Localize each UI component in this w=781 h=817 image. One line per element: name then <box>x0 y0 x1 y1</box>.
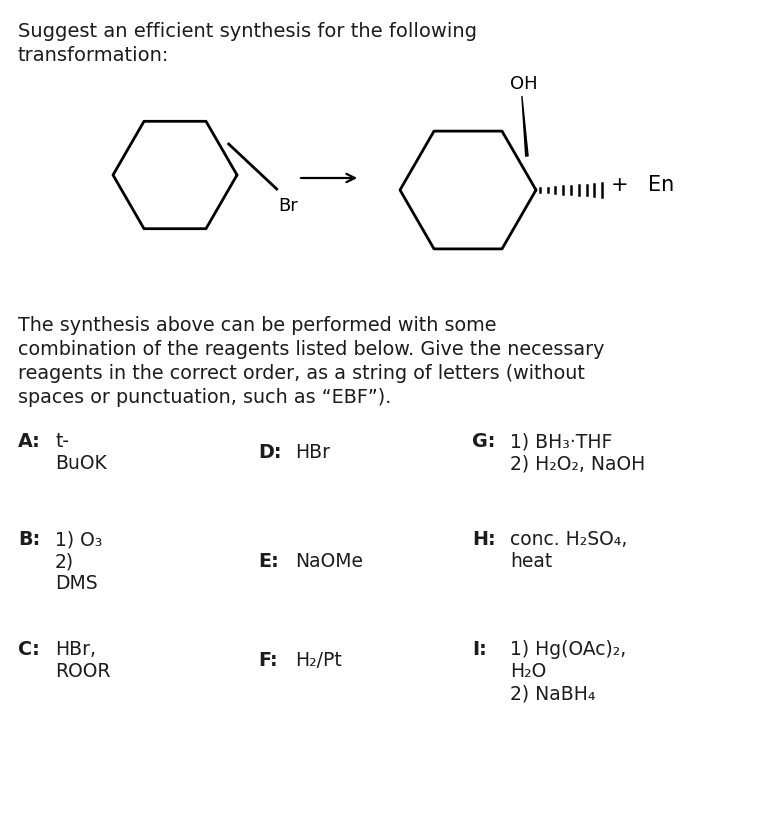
Text: heat: heat <box>510 552 552 571</box>
Text: t-: t- <box>55 432 69 451</box>
Text: 1) Hg(OAc)₂,: 1) Hg(OAc)₂, <box>510 640 626 659</box>
Text: Br: Br <box>279 197 298 215</box>
Text: BuOK: BuOK <box>55 454 107 473</box>
Text: H₂O: H₂O <box>510 662 546 681</box>
Text: F:: F: <box>258 651 277 670</box>
Text: En: En <box>648 175 674 195</box>
Text: 1) O₃: 1) O₃ <box>55 530 102 549</box>
Text: reagents in the correct order, as a string of letters (without: reagents in the correct order, as a stri… <box>18 364 585 383</box>
Text: 2) NaBH₄: 2) NaBH₄ <box>510 684 595 703</box>
Text: OH: OH <box>510 75 537 93</box>
Text: conc. H₂SO₄,: conc. H₂SO₄, <box>510 530 627 549</box>
Text: combination of the reagents listed below. Give the necessary: combination of the reagents listed below… <box>18 340 604 359</box>
Text: B:: B: <box>18 530 41 549</box>
Text: HBr: HBr <box>295 443 330 462</box>
Text: C:: C: <box>18 640 40 659</box>
Text: Suggest an efficient synthesis for the following: Suggest an efficient synthesis for the f… <box>18 22 477 41</box>
Text: NaOMe: NaOMe <box>295 552 363 571</box>
Text: +: + <box>612 175 629 195</box>
Text: DMS: DMS <box>55 574 98 593</box>
Text: HBr,: HBr, <box>55 640 96 659</box>
Text: spaces or punctuation, such as “EBF”).: spaces or punctuation, such as “EBF”). <box>18 388 391 407</box>
Text: A:: A: <box>18 432 41 451</box>
Text: H:: H: <box>472 530 496 549</box>
Polygon shape <box>522 96 528 156</box>
Text: H₂/Pt: H₂/Pt <box>295 651 342 670</box>
Text: G:: G: <box>472 432 495 451</box>
Text: I:: I: <box>472 640 487 659</box>
Text: E:: E: <box>258 552 279 571</box>
Text: 2) H₂O₂, NaOH: 2) H₂O₂, NaOH <box>510 454 645 473</box>
Text: The synthesis above can be performed with some: The synthesis above can be performed wit… <box>18 316 497 335</box>
Text: 1) BH₃·THF: 1) BH₃·THF <box>510 432 612 451</box>
Text: ROOR: ROOR <box>55 662 110 681</box>
Text: transformation:: transformation: <box>18 46 169 65</box>
Text: 2): 2) <box>55 552 74 571</box>
Text: D:: D: <box>258 443 281 462</box>
